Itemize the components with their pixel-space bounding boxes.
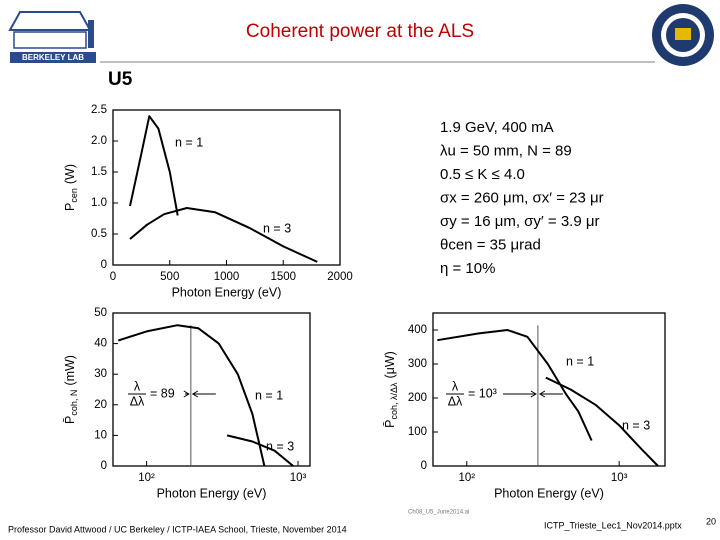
section-label: U5	[108, 69, 133, 90]
arrow	[503, 390, 537, 398]
y-label-main: P̄	[383, 420, 397, 428]
series-line	[545, 376, 659, 467]
y-axis-label: P̄coh, N (mW)	[63, 355, 79, 424]
parameter-line: λu = 50 mm, N = 89	[440, 142, 572, 159]
footer-text: Professor David Attwood / UC Berkeley / …	[8, 524, 347, 534]
y-tick-label: 50	[94, 307, 107, 319]
plot-frame	[112, 312, 311, 467]
figure-file: Ch08_U5_June2014.ai	[408, 510, 469, 516]
series-line	[129, 115, 179, 216]
y-label-main: P̄	[63, 416, 77, 424]
series-label: n = 1	[566, 354, 594, 368]
annotation-den: Δλ	[130, 394, 145, 408]
lab-logo: BERKELEY LAB	[8, 11, 96, 63]
series-label: n = 3	[263, 221, 291, 235]
series-line	[437, 329, 593, 441]
y-tick-label: 200	[408, 392, 427, 404]
arrow	[538, 390, 563, 398]
annotation-text: = 10³	[468, 386, 497, 400]
series-label: n = 1	[255, 388, 283, 402]
y-axis-label: P̄coh, λ/Δλ (μW)	[383, 351, 399, 428]
plot-frame	[432, 312, 666, 467]
footer-file: ICTP_Trieste_Lec1_Nov2014.pptx	[544, 520, 682, 530]
series-line	[117, 324, 266, 467]
annotation-num: λ	[134, 379, 141, 393]
y-tick-label: 20	[94, 399, 107, 411]
y-tick-label: 1.5	[91, 166, 107, 178]
x-axis-label: Photon Energy (eV)	[172, 285, 282, 299]
parameter-line: σy = 16 μm, σy′ = 3.9 μr	[440, 213, 600, 230]
x-axis-label: Photon Energy (eV)	[157, 486, 267, 500]
y-label-sub: coh, N	[69, 390, 79, 416]
arrow	[191, 390, 216, 398]
x-tick-label: 10³	[611, 472, 628, 484]
parameter-line: 1.9 GeV, 400 mA	[440, 119, 554, 136]
x-tick-label: 500	[160, 271, 179, 283]
parameter-line: η = 10%	[440, 260, 495, 277]
y-label-sub: coh, λ/Δλ	[389, 382, 399, 420]
x-tick-label: 1000	[214, 271, 240, 283]
y-tick-label: 40	[94, 338, 107, 350]
slide-title: Coherent power at the ALS	[246, 21, 474, 42]
series-line	[129, 207, 318, 263]
parameter-line: σx = 260 μm, σx′ = 23 μr	[440, 189, 604, 206]
annotation-num: λ	[452, 379, 459, 393]
series-label: n = 1	[175, 135, 203, 149]
y-tick-label: 0	[101, 460, 107, 472]
y-tick-label: 1.0	[91, 197, 107, 209]
x-tick-label: 0	[110, 271, 116, 283]
annotation-text: = 89	[150, 386, 175, 400]
x-tick-label: 2000	[327, 271, 353, 283]
x-axis-label: Photon Energy (eV)	[494, 486, 604, 500]
y-label-main: P	[63, 203, 77, 211]
arrow	[183, 390, 190, 398]
plot-frame	[112, 109, 341, 266]
series-label: n = 3	[266, 439, 294, 453]
parameter-line: 0.5 ≤ K ≤ 4.0	[440, 166, 525, 183]
y-tick-label: 300	[408, 358, 427, 370]
series-line	[226, 434, 294, 467]
x-tick-label: 10²	[138, 472, 155, 484]
logo-text: BERKELEY LAB	[22, 53, 84, 62]
x-tick-label: 10²	[458, 472, 475, 484]
y-axis-label: Pcen (W)	[63, 164, 79, 211]
x-tick-label: 1500	[270, 271, 296, 283]
parameter-line: θcen = 35 μrad	[440, 236, 541, 253]
x-tick-label: 10³	[290, 472, 307, 484]
y-label-sub: cen	[69, 188, 79, 203]
y-tick-label: 2.5	[91, 104, 107, 116]
y-label-unit: (mW)	[63, 355, 77, 386]
y-tick-label: 0.5	[91, 228, 107, 240]
y-label-unit: (μW)	[383, 351, 397, 378]
y-tick-label: 0	[101, 259, 107, 271]
y-tick-label: 400	[408, 324, 427, 336]
uc-seal	[652, 4, 714, 66]
y-tick-label: 10	[94, 429, 107, 441]
y-tick-label: 30	[94, 368, 107, 380]
page-number: 20	[706, 516, 716, 526]
y-tick-label: 0	[421, 460, 427, 472]
annotation-den: Δλ	[448, 394, 463, 408]
y-label-unit: (W)	[63, 164, 77, 184]
y-tick-label: 2.0	[91, 135, 107, 147]
y-tick-label: 100	[408, 426, 427, 438]
series-label: n = 3	[622, 418, 650, 432]
